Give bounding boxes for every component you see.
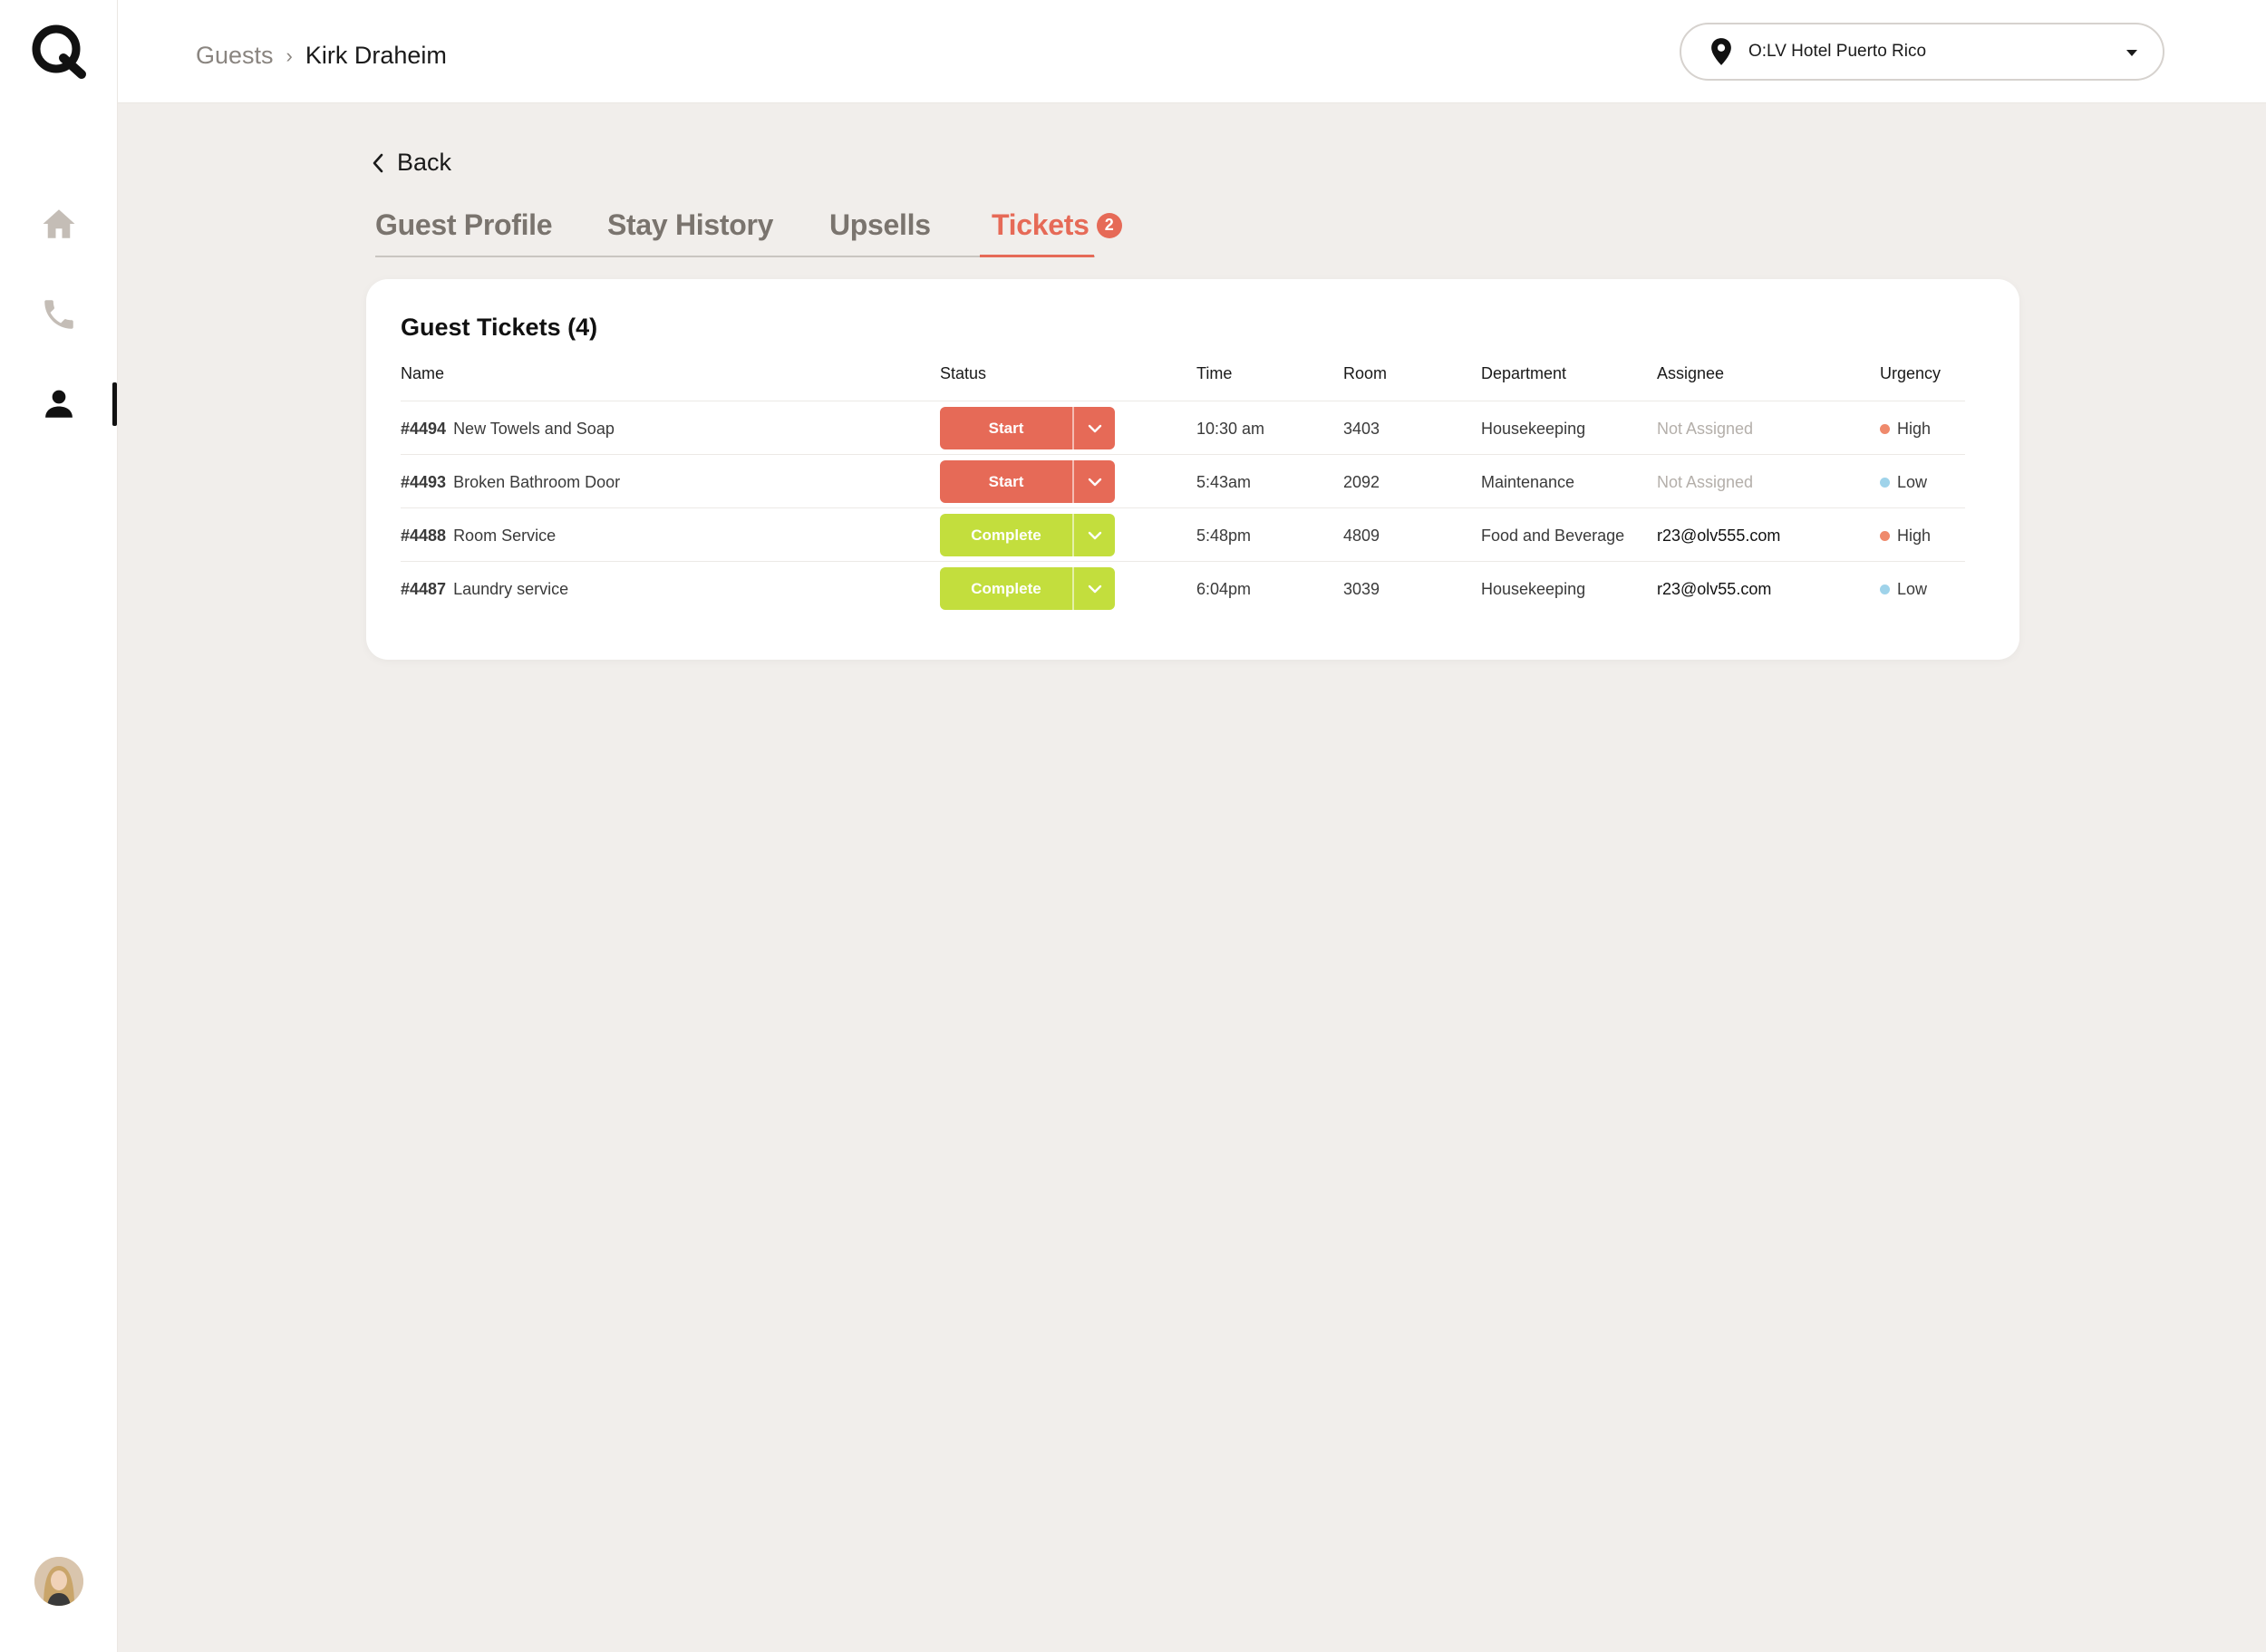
table-row[interactable]: #4493 Broken Bathroom Door Start 5:43am 2… [401, 454, 1965, 507]
ticket-assignee[interactable]: Not Assigned [1657, 473, 1754, 491]
map-pin-icon [1711, 38, 1731, 65]
urgency-low-dot [1880, 478, 1890, 488]
complete-button[interactable]: Complete [971, 579, 1041, 597]
table-row[interactable]: #4487 Laundry service Complete 6:04pm 303… [401, 561, 1965, 614]
ticket-title: Room Service [453, 527, 557, 545]
start-button[interactable]: Start [988, 419, 1024, 437]
chevron-left-icon [373, 153, 383, 172]
ticket-id: #4494 [401, 420, 447, 438]
avatar-image [34, 1557, 83, 1606]
ticket-department: Maintenance [1481, 473, 1575, 491]
user-icon[interactable] [40, 384, 78, 422]
ticket-room: 3403 [1343, 420, 1380, 438]
guest-tickets-card: Guest Tickets (4) Name Status Time Room … [366, 279, 2019, 660]
home-icon[interactable] [40, 205, 78, 243]
urgency-label: Low [1897, 473, 1928, 491]
status-split-button: Start [940, 407, 1115, 449]
back-button[interactable]: Back [370, 149, 451, 177]
column-header-name: Name [401, 364, 445, 382]
ticket-department: Housekeeping [1481, 580, 1586, 598]
ticket-room: 4809 [1343, 527, 1380, 545]
ticket-urgency: High [1880, 527, 1931, 546]
status-split-button: Complete [940, 567, 1115, 610]
ticket-name: #4487 Laundry service [401, 580, 568, 599]
hotel-selector-value: O:LV Hotel Puerto Rico [1748, 42, 1927, 61]
status-dropdown-toggle[interactable] [1072, 567, 1115, 610]
ticket-department: Food and Beverage [1481, 527, 1625, 545]
urgency-label: Low [1897, 580, 1928, 598]
nav-active-indicator [112, 382, 117, 426]
ticket-id: #4493 [401, 473, 447, 491]
status-split-button: Complete [940, 514, 1115, 556]
avatar[interactable] [34, 1557, 83, 1606]
status-split-button: Start [940, 460, 1115, 503]
ticket-room: 3039 [1343, 580, 1380, 598]
chevron-down-icon [1088, 478, 1101, 486]
tickets-count-badge: 2 [1096, 212, 1122, 238]
breadcrumb-guests-link[interactable]: Guests [196, 42, 274, 69]
chevron-down-icon [1088, 531, 1101, 539]
ticket-id: #4488 [401, 527, 447, 545]
back-label: Back [397, 149, 452, 176]
active-tab-underline [980, 255, 1094, 257]
ticket-name: #4488 Room Service [401, 527, 556, 546]
column-header-department: Department [1481, 364, 1567, 382]
ticket-urgency: Low [1880, 473, 1927, 492]
tab-stay-history[interactable]: Stay History [607, 208, 774, 241]
urgency-high-dot [1880, 424, 1890, 434]
ticket-time: 5:48pm [1196, 527, 1252, 545]
hotel-selector[interactable]: O:LV Hotel Puerto Rico [1680, 23, 2164, 81]
chevron-down-icon [2126, 50, 2137, 56]
ticket-urgency: High [1880, 420, 1931, 439]
tab-tickets-label: Tickets [992, 208, 1089, 241]
phone-icon[interactable] [40, 295, 78, 333]
urgency-label: High [1897, 420, 1932, 438]
urgency-label: High [1897, 527, 1932, 545]
tab-bar: Guest Profile Stay History Upsells Ticke… [375, 205, 1122, 257]
ticket-department: Housekeeping [1481, 420, 1586, 438]
chevron-down-icon [1088, 424, 1101, 432]
ticket-title: Laundry service [453, 580, 569, 598]
top-header: Guests › Kirk Draheim O:LV Hotel Puerto … [118, 0, 2266, 103]
urgency-high-dot [1880, 531, 1890, 541]
tab-upsells[interactable]: Upsells [829, 208, 931, 241]
ticket-name: #4494 New Towels and Soap [401, 420, 615, 439]
complete-button[interactable]: Complete [971, 526, 1041, 544]
table-row[interactable]: #4488 Room Service Complete 5:48pm 4809 F… [401, 507, 1965, 561]
tab-tickets[interactable]: Tickets 2 [992, 208, 1122, 242]
ticket-title: Broken Bathroom Door [453, 473, 621, 491]
column-header-urgency: Urgency [1880, 364, 1942, 382]
status-dropdown-toggle[interactable] [1072, 407, 1115, 449]
ticket-time: 5:43am [1196, 473, 1252, 491]
column-header-status: Status [940, 364, 987, 382]
breadcrumb-separator: › [286, 43, 293, 67]
sidebar [0, 0, 118, 1652]
column-header-time: Time [1196, 364, 1233, 382]
start-button[interactable]: Start [988, 472, 1024, 490]
status-dropdown-toggle[interactable] [1072, 514, 1115, 556]
ticket-urgency: Low [1880, 580, 1927, 599]
column-header-assignee: Assignee [1657, 364, 1725, 382]
breadcrumb: Guests › Kirk Draheim [196, 42, 447, 70]
breadcrumb-current: Kirk Draheim [305, 42, 447, 69]
ticket-room: 2092 [1343, 473, 1380, 491]
column-header-room: Room [1343, 364, 1388, 382]
card-title: Guest Tickets (4) [401, 314, 598, 341]
tab-guest-profile[interactable]: Guest Profile [375, 208, 553, 241]
q-logo-icon[interactable] [29, 20, 91, 82]
ticket-title: New Towels and Soap [453, 420, 615, 438]
ticket-name: #4493 Broken Bathroom Door [401, 473, 620, 492]
status-dropdown-toggle[interactable] [1072, 460, 1115, 503]
ticket-time: 6:04pm [1196, 580, 1252, 598]
ticket-assignee[interactable]: Not Assigned [1657, 420, 1754, 438]
ticket-time: 10:30 am [1196, 420, 1265, 438]
chevron-down-icon [1088, 584, 1101, 593]
urgency-low-dot [1880, 584, 1890, 594]
ticket-assignee[interactable]: r23@olv555.com [1657, 527, 1781, 545]
ticket-id: #4487 [401, 580, 447, 598]
table-row[interactable]: #4494 New Towels and Soap Start 10:30 am … [401, 401, 1965, 454]
ticket-assignee[interactable]: r23@olv55.com [1657, 580, 1772, 598]
